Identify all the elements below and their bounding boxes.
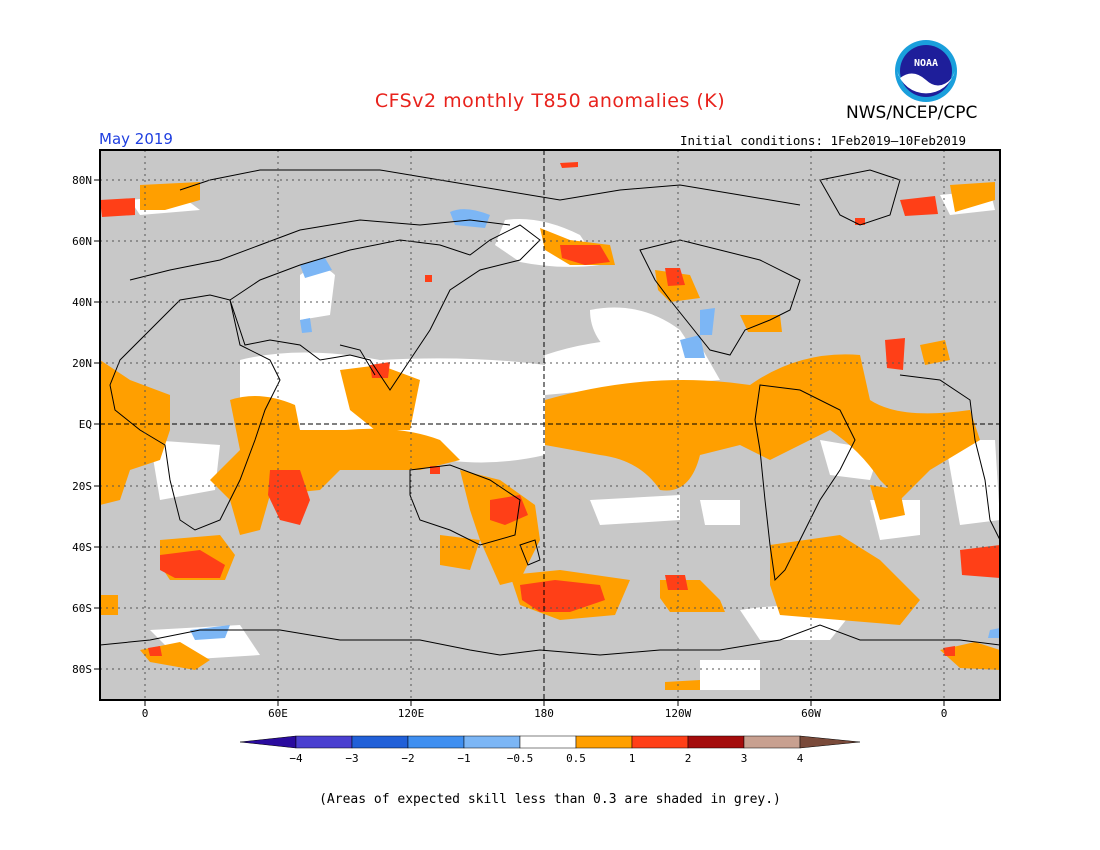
colorbar-tick: 0.5 [566, 752, 586, 765]
lat-label: 80S [72, 663, 92, 676]
colorbar-tick: −1 [457, 752, 470, 765]
colorbar-tick: 3 [741, 752, 748, 765]
agency-label: NWS/NCEP/CPC [846, 103, 978, 123]
colorbar-tick: −0.5 [507, 752, 534, 765]
colorbar-tick: 4 [797, 752, 804, 765]
lat-label: 20S [72, 480, 92, 493]
colorbar-tick: 2 [685, 752, 692, 765]
lon-label: 0 [142, 707, 149, 720]
lat-label: 80N [72, 174, 92, 187]
lon-label: 60E [268, 707, 288, 720]
lat-label: 60N [72, 235, 92, 248]
strong-warm-regions [100, 162, 1000, 656]
reference-lines [100, 150, 1000, 700]
warm-regions [100, 182, 1000, 690]
lat-labels: 80N 60N 40N 20N EQ 20S 40S 60S 80S [72, 174, 92, 676]
graticule [100, 150, 1000, 700]
colorbar-tick: −3 [345, 752, 358, 765]
footnote: (Areas of expected skill less than 0.3 a… [319, 792, 781, 807]
lat-label: 40N [72, 296, 92, 309]
map-frame [99, 149, 1001, 701]
colorbar-tick: −2 [401, 752, 414, 765]
logo-text: NOAA [914, 58, 938, 69]
lon-label: 60W [801, 707, 821, 720]
colorbar-arrow-low [239, 735, 297, 749]
slight-cool-regions [190, 209, 1000, 640]
lon-label: 120E [398, 707, 425, 720]
lon-label: 0 [941, 707, 948, 720]
lon-label: 120W [665, 707, 692, 720]
colorbar [239, 735, 861, 749]
colorbar-tick: 1 [629, 752, 636, 765]
colorbar-arrow-high [799, 735, 861, 749]
lat-label: EQ [79, 418, 92, 431]
chart-title: CFSv2 monthly T850 anomalies (K) [374, 90, 726, 112]
initial-conditions: Initial conditions: 1Feb2019–10Feb2019 [680, 133, 966, 148]
lat-label: 40S [72, 541, 92, 554]
axis-ticks [94, 179, 945, 706]
lat-label: 20N [72, 357, 92, 370]
lon-labels: 0 60E 120E 180 120W 60W 0 [142, 707, 948, 720]
lat-label: 60S [72, 602, 92, 615]
coastlines [100, 169, 1000, 656]
noaa-logo: NOAA [895, 40, 957, 102]
forecast-month: May 2019 [99, 130, 173, 148]
colorbar-tick: −4 [289, 752, 303, 765]
lon-label: 180 [534, 707, 554, 720]
colorbar-labels: −4 −3 −2 −1 −0.5 0.5 1 2 3 4 [289, 752, 803, 765]
